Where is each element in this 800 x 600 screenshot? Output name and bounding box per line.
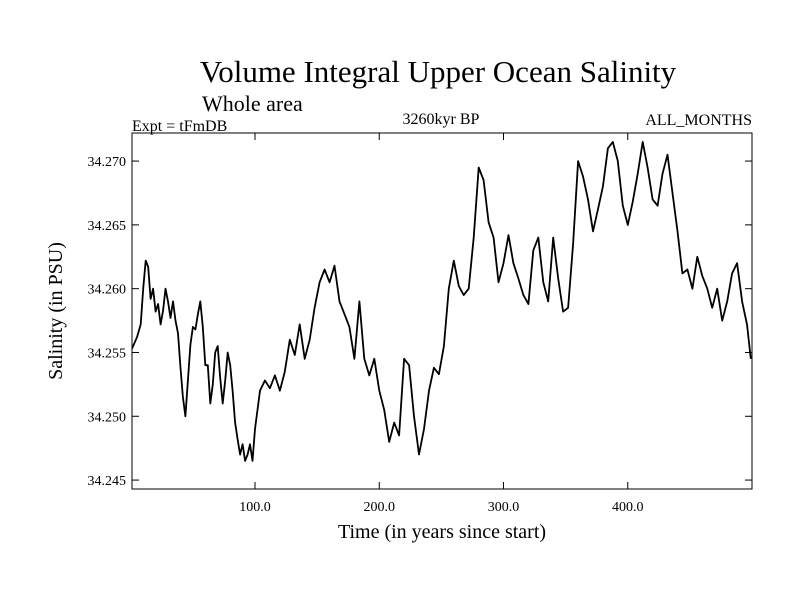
y-axis-label: Salinity (in PSU) [45, 242, 67, 380]
y-tick-label: 34.265 [88, 219, 127, 234]
y-tick-label: 34.250 [88, 410, 127, 425]
x-axis: 100.0 200.0 300.0 400.0 [239, 133, 644, 515]
x-tick-label: 100.0 [239, 500, 271, 515]
salinity-series-line [131, 140, 752, 462]
period-label: 3260kyr BP [403, 111, 480, 128]
y-tick-label: 34.245 [88, 474, 127, 489]
chart-subtitle: Whole area [202, 91, 303, 116]
x-tick-label: 400.0 [612, 500, 644, 515]
y-tick-label: 34.260 [88, 283, 127, 298]
x-tick-label: 200.0 [364, 500, 396, 515]
months-label: ALL_MONTHS [645, 112, 752, 129]
plot-frame [131, 132, 753, 490]
experiment-label: Expt = tFmDB [132, 118, 227, 135]
y-tick-label: 34.270 [88, 155, 127, 170]
x-axis-label: Time (in years since start) [338, 521, 546, 543]
y-tick-label: 34.255 [88, 346, 127, 361]
chart-title: Volume Integral Upper Ocean Salinity [200, 54, 677, 89]
y-axis: 34.245 34.250 34.255 34.260 34.265 34.270 [88, 155, 752, 489]
x-tick-label: 300.0 [488, 500, 520, 515]
